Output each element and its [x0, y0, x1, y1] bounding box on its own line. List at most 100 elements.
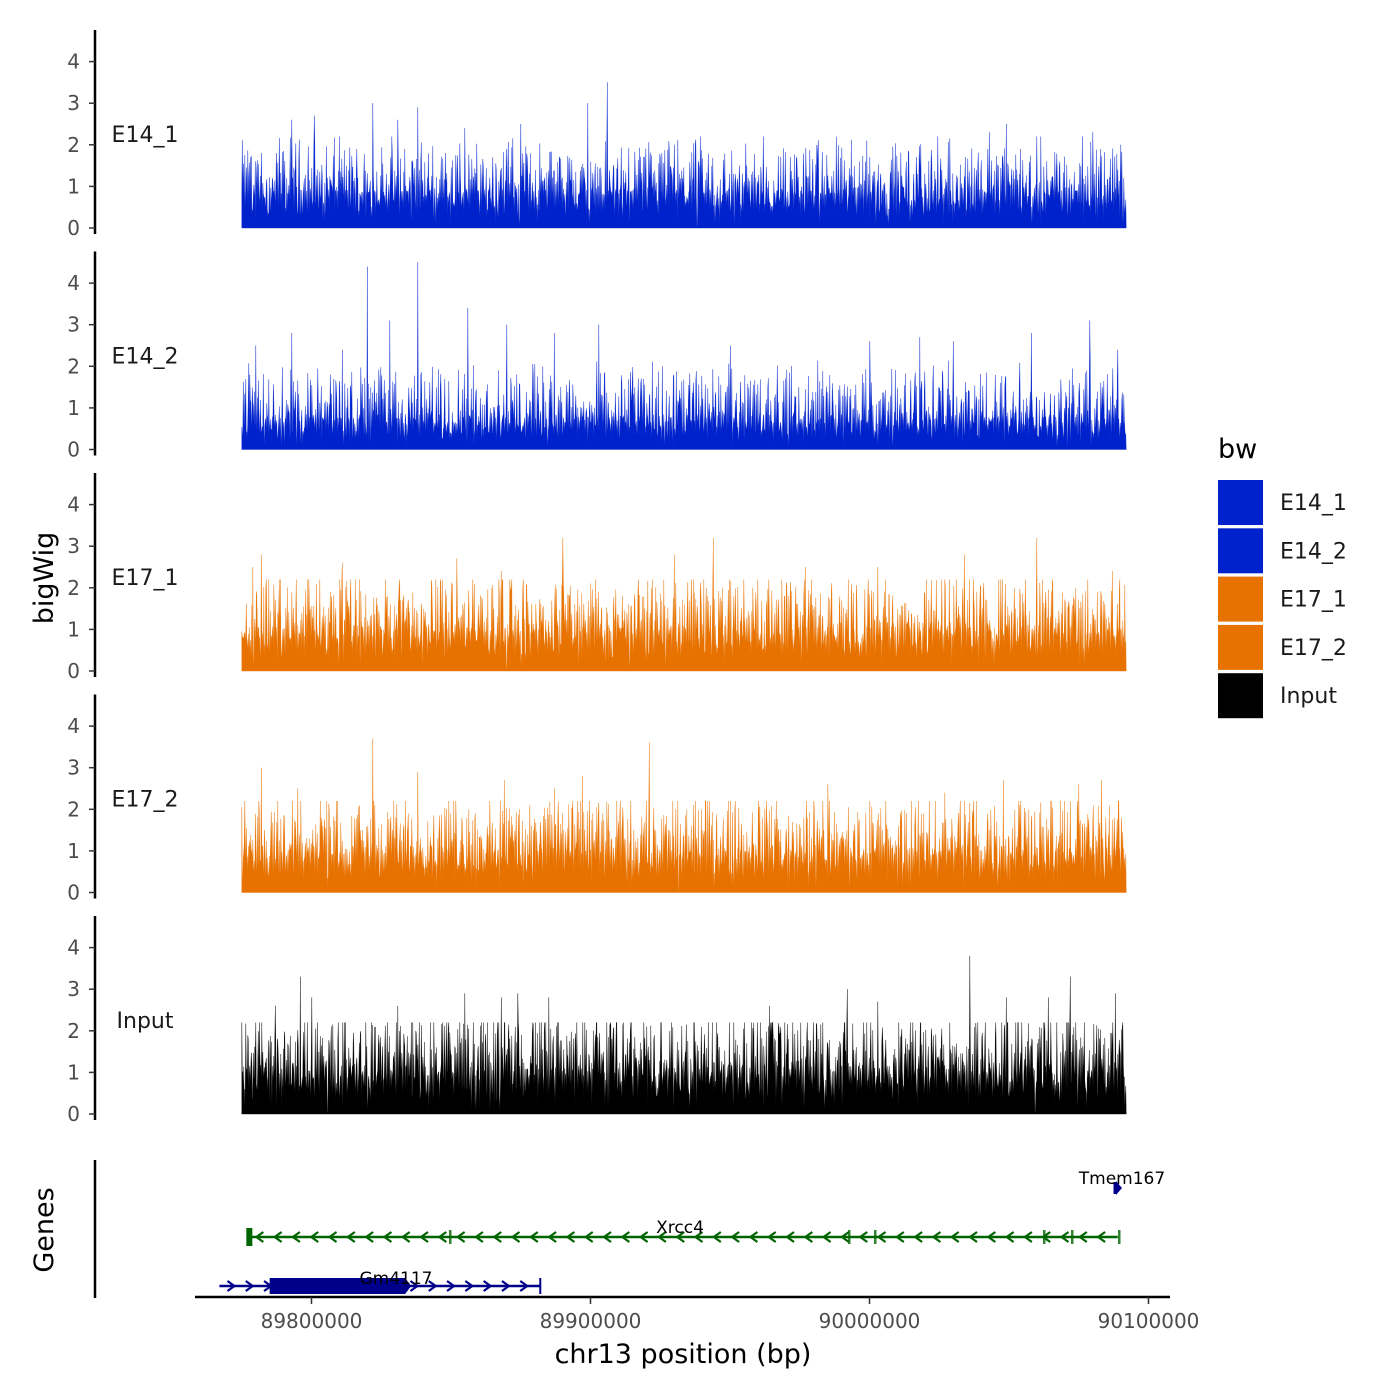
legend-title: bw [1218, 434, 1257, 465]
y-tick-label: 1 [67, 396, 80, 420]
gene-label: Gm4117 [360, 1269, 433, 1289]
gene-exon [246, 1228, 253, 1246]
strand-chevron [620, 1231, 630, 1243]
y-tick-label: 1 [67, 839, 80, 863]
strand-chevron [785, 1231, 795, 1243]
y-tick-label: 4 [67, 50, 80, 74]
gene-gm4117: Gm4117 [219, 1269, 542, 1294]
strand-chevron [858, 1231, 868, 1243]
strand-chevron [766, 1231, 777, 1243]
strand-chevron [464, 1280, 475, 1292]
tracks-layer: 0 1 2 3 4 E14_1 0 1 2 3 4 E14_2 0 1 2 3 4 E17_1 0 1 2 3 4 E17_2… [67, 30, 1127, 1126]
strand-chevron [931, 1231, 942, 1243]
y-tick-label: 2 [67, 1019, 80, 1043]
track-label: Input [117, 1009, 174, 1034]
y-tick-label: 2 [67, 797, 80, 821]
gene-label: Tmem167 [1078, 1169, 1165, 1189]
y-tick-label: 3 [67, 756, 80, 780]
y-tick-label: 0 [67, 1102, 80, 1126]
strand-chevron [657, 1231, 667, 1243]
y-tick-label: 0 [67, 438, 80, 462]
gene-label: Xrcc4 [656, 1218, 704, 1238]
strand-chevron [1077, 1231, 1088, 1243]
strand-chevron [602, 1231, 612, 1243]
strand-chevron [382, 1231, 393, 1243]
x-axis-title: chr13 position (bp) [555, 1339, 812, 1370]
strand-chevron [409, 1280, 420, 1292]
coverage-area [241, 738, 1127, 893]
strand-chevron [309, 1231, 319, 1243]
legend-swatch [1218, 576, 1263, 622]
strand-chevron [730, 1231, 740, 1243]
y-tick-label: 2 [67, 576, 80, 600]
legend-label: E17_1 [1280, 588, 1347, 613]
coverage-area [241, 262, 1127, 450]
track-label: E17_2 [112, 788, 179, 813]
strand-chevron [1023, 1231, 1033, 1243]
gene-exon [269, 1278, 412, 1294]
strand-chevron [748, 1231, 759, 1243]
strand-chevron [675, 1231, 685, 1243]
strand-chevron [803, 1231, 813, 1243]
y-tick-label: 3 [67, 534, 80, 558]
genes-layer: 89800000 89900000 90000000 90100000 Tmem167 X… [93, 1160, 1199, 1333]
strand-chevron [446, 1280, 456, 1292]
x-tick-label: 89900000 [540, 1309, 642, 1333]
strand-chevron [327, 1231, 338, 1243]
legend-label: E14_2 [1280, 539, 1347, 564]
y-tick-label: 4 [67, 714, 80, 738]
gene-exon [1071, 1230, 1074, 1244]
track-label: E14_2 [112, 345, 179, 370]
strand-chevron [711, 1231, 722, 1243]
strand-chevron [510, 1231, 521, 1243]
coverage-area [241, 955, 1127, 1115]
track-label: E17_1 [112, 566, 179, 591]
strand-chevron [364, 1231, 374, 1243]
strand-chevron [226, 1280, 237, 1292]
gene-xrcc4: Xrcc4 [246, 1218, 1121, 1246]
strand-chevron [519, 1280, 530, 1292]
y-axis-title: bigWig [29, 532, 60, 625]
strand-chevron [949, 1231, 960, 1243]
strand-chevron [272, 1231, 283, 1243]
strand-chevron [638, 1231, 649, 1243]
track-label: E14_1 [112, 123, 179, 148]
legend-swatch [1218, 624, 1263, 670]
strand-chevron [913, 1231, 923, 1243]
gene-exon [848, 1230, 851, 1244]
y-tick-label: 1 [67, 617, 80, 641]
coverage-area [241, 537, 1127, 672]
track-e14-2: 0 1 2 3 4 E14_2 [67, 251, 1127, 462]
legend-swatch [1218, 673, 1263, 719]
gene-exon [1118, 1230, 1121, 1244]
strand-chevron [840, 1231, 850, 1243]
gene-exon [1043, 1230, 1046, 1244]
strand-chevron [482, 1280, 493, 1292]
strand-chevron [1096, 1231, 1106, 1243]
y-tick-label: 1 [67, 1060, 80, 1084]
legend-swatch [1218, 480, 1263, 525]
legend-label: E17_2 [1280, 636, 1347, 661]
strand-chevron [528, 1231, 539, 1243]
gene-exon [449, 1230, 452, 1244]
y-tick-label: 3 [67, 977, 80, 1001]
strand-chevron [894, 1231, 905, 1243]
strand-chevron [1004, 1231, 1015, 1243]
legend-label: E14_1 [1280, 491, 1347, 516]
track-e17-2: 0 1 2 3 4 E17_2 [67, 694, 1127, 905]
gene-exon [874, 1230, 877, 1244]
y-tick-label: 0 [67, 881, 80, 905]
coverage-area [241, 82, 1127, 229]
strand-chevron [547, 1231, 557, 1243]
track-e14-1: 0 1 2 3 4 E14_1 [67, 30, 1127, 240]
legend-label: Input [1280, 684, 1337, 709]
strand-chevron [428, 1280, 438, 1292]
y-tick-label: 2 [67, 133, 80, 157]
strand-chevron [492, 1231, 502, 1243]
strand-chevron [254, 1231, 264, 1243]
strand-chevron [245, 1280, 255, 1292]
strand-chevron [400, 1231, 411, 1243]
gene-arrow [1115, 1181, 1122, 1195]
y-tick-label: 4 [67, 936, 80, 960]
